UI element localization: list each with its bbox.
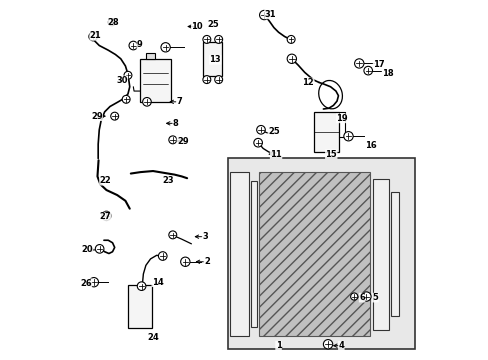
Circle shape — [286, 36, 294, 43]
Bar — [390, 192, 398, 316]
Circle shape — [253, 138, 262, 147]
Text: 8: 8 — [172, 119, 178, 128]
Text: 5: 5 — [372, 293, 378, 302]
Text: 15: 15 — [325, 150, 336, 159]
Circle shape — [89, 278, 99, 287]
Text: 9: 9 — [137, 40, 142, 49]
Text: 27: 27 — [100, 212, 111, 221]
Circle shape — [180, 257, 190, 266]
Text: 12: 12 — [302, 78, 314, 87]
Text: 4: 4 — [338, 341, 344, 350]
Text: 14: 14 — [152, 278, 163, 287]
Bar — [228, 158, 414, 348]
Bar — [230, 172, 248, 336]
Bar — [146, 53, 155, 59]
Text: 25: 25 — [267, 127, 279, 136]
Circle shape — [350, 293, 357, 300]
Circle shape — [142, 98, 151, 106]
Bar — [140, 59, 171, 102]
Bar — [250, 181, 257, 327]
Circle shape — [203, 76, 210, 84]
Text: 24: 24 — [147, 333, 159, 342]
Text: 2: 2 — [203, 257, 209, 266]
Circle shape — [214, 76, 222, 84]
Text: 16: 16 — [364, 141, 376, 150]
Circle shape — [137, 282, 145, 291]
Circle shape — [158, 252, 167, 260]
Circle shape — [122, 95, 130, 103]
Text: 20: 20 — [81, 246, 93, 255]
Text: 19: 19 — [336, 114, 347, 123]
Text: 26: 26 — [80, 279, 92, 288]
Text: 13: 13 — [209, 55, 221, 64]
Circle shape — [161, 42, 170, 52]
Text: 25: 25 — [206, 19, 218, 28]
Circle shape — [214, 36, 222, 43]
Circle shape — [203, 36, 210, 43]
Text: 3: 3 — [202, 232, 207, 241]
Text: 28: 28 — [107, 18, 119, 27]
Text: 21: 21 — [90, 31, 102, 40]
Text: 10: 10 — [191, 22, 203, 31]
Text: 31: 31 — [264, 10, 276, 19]
Circle shape — [354, 59, 363, 68]
Bar — [258, 172, 369, 336]
Circle shape — [102, 211, 111, 221]
Circle shape — [108, 19, 115, 26]
Circle shape — [89, 32, 97, 41]
Text: 29: 29 — [91, 112, 102, 121]
Text: 6: 6 — [359, 293, 365, 302]
Bar — [203, 42, 222, 76]
Circle shape — [129, 41, 137, 50]
Circle shape — [259, 10, 268, 20]
Bar — [314, 112, 338, 152]
Text: 1: 1 — [275, 341, 281, 350]
Text: 11: 11 — [270, 150, 282, 159]
Bar — [372, 179, 388, 329]
Text: 23: 23 — [163, 176, 174, 185]
Circle shape — [95, 244, 104, 253]
Text: 18: 18 — [381, 69, 393, 78]
Circle shape — [168, 136, 176, 144]
Circle shape — [168, 231, 176, 239]
Circle shape — [363, 66, 372, 75]
Text: 29: 29 — [177, 137, 188, 146]
Circle shape — [110, 112, 119, 120]
Text: 17: 17 — [372, 60, 384, 69]
Circle shape — [256, 126, 265, 134]
Circle shape — [361, 292, 370, 301]
Circle shape — [323, 339, 332, 349]
Text: 7: 7 — [176, 97, 182, 106]
Text: 22: 22 — [99, 176, 111, 185]
Bar — [128, 285, 152, 328]
Circle shape — [124, 71, 132, 79]
Circle shape — [343, 132, 352, 141]
Text: 30: 30 — [116, 76, 127, 85]
Circle shape — [286, 54, 296, 63]
